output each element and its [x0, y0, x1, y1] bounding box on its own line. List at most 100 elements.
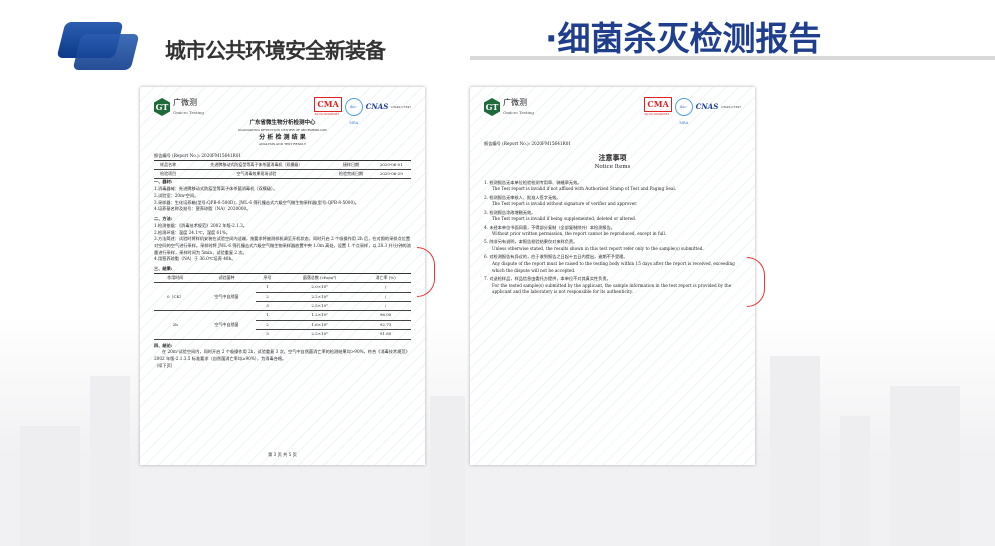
table-cell: 1.6×10²: [278, 320, 361, 331]
item-text-zh: 检测报告涂改增删无效。: [489, 209, 536, 215]
equipment-list: 1.消毒器械：先进脾移动式防疫型等离子体杀菌消毒机（双模级）。 2.试验室：20m…: [154, 186, 411, 213]
list-line: 4.用营养琼脂（NA）于 36.0℃培养 48h。: [154, 256, 236, 262]
item-text-zh: 对送检样品，样品信息由委托方提供，本单位不对其真实性负责。: [489, 276, 611, 282]
cma-number: 2019190000083: [644, 112, 670, 116]
table-cell: /: [360, 292, 411, 303]
lab-name: 广微测: [173, 98, 197, 108]
org-name: 广东省微生物分析检测中心: [249, 120, 316, 126]
table-cell: /: [360, 301, 411, 312]
lab-name-en: Gmicro Testing: [173, 110, 204, 116]
table-cell: 2: [256, 320, 279, 331]
column-header: 作用时间: [154, 273, 197, 284]
item-text-en: Without prior written permission, the re…: [492, 231, 667, 237]
received-label: 接样日期: [330, 160, 372, 171]
table-cell: 3: [256, 301, 279, 312]
red-seal-stamp: [417, 247, 435, 297]
item-number: 5.: [484, 239, 488, 245]
notice-title-en: Notice Items: [594, 163, 631, 170]
report-number: 报告编号 (Report No.): 2020FM15641R01: [154, 153, 411, 161]
table-row: 2h 空气中自然菌 1 1.2×10² 96.00: [154, 310, 411, 340]
results-table: 作用时间 试验菌种 序号 菌落总数 (cfu/m³) 消亡率 (%) 0（CK） 空气中自然…: [154, 273, 411, 340]
item-text-en: Unless otherwise stated, the results sho…: [492, 246, 704, 252]
table-cell: 3: [256, 329, 279, 340]
table-row: 0（CK） 空气中自然菌 1 2.0×10³ /: [154, 282, 411, 312]
list-line: 4.培养基名称及批号：营养琼脂（NA）2020000。: [154, 206, 251, 212]
table-row: 3 2.2×10² 91.85: [154, 329, 411, 340]
ilac-mark-icon: ilac-MRA: [344, 98, 363, 125]
item-number: 4.: [484, 224, 488, 230]
sample-info-table: 样品名称 先进脾移动式防疫型等离子体杀菌消毒机（双模级） 接样日期 2020-06-0…: [154, 160, 411, 180]
sample-value: 先进脾移动式防疫型等离子体杀菌消毒机（双模级）: [182, 160, 331, 171]
org-name-en: GUANGDONG DETECTION CENTER OF MICROBIOLO…: [237, 127, 328, 132]
table-cell: 2.5×10³: [278, 301, 361, 312]
column-header: 菌落总数 (cfu/m³): [278, 273, 361, 284]
item-text-en: Any dispute of the report must be raised…: [492, 261, 735, 273]
table-cell: 2.2×10³: [278, 292, 361, 303]
cma-mark-icon: CMA: [644, 97, 672, 112]
list-line: 3.采样器：生化培养箱(型号:QPB-8-500D)，JWL-6 筛孔撞击式六级…: [154, 199, 359, 205]
section-conclusion: 四、结论:: [154, 342, 173, 348]
continued-note: （续下页）: [154, 362, 175, 368]
item-text-zh: 对检测报告有异议的，应于收到报告之日起十五日内提出，逾期不予受理。: [489, 254, 628, 260]
table-cell: 2: [256, 292, 279, 303]
list-line: 1.检测依据：《消毒技术规范》2002 年版-2.1.3。: [154, 222, 247, 228]
gmicro-logo-icon: GT: [484, 98, 500, 116]
done-label: 检验完成日期: [330, 169, 372, 180]
cnas-mark-icon: CNAS: [695, 102, 719, 112]
strain-cell: 空气中自然菌: [196, 282, 257, 312]
strain-cell: 空气中自然菌: [196, 310, 257, 340]
notice-item: 5. 除非另有说明，本报告检验结果仅对来样负责。 Unless otherwise…: [484, 239, 741, 252]
conclusion-text: 在 20m³试验空间内，同时开启 2 个吸操作用 2h，试验重复 3 次，空气中…: [154, 349, 410, 361]
notice-item: 1. 检测报告无本单位检验检测专用章、骑缝章无效。 The Test report…: [484, 180, 741, 193]
cnas-mark-icon: CNAS: [365, 102, 389, 112]
cnas-number: CNAS L7347: [391, 104, 411, 109]
report-title-en: ANALYSIS AND TEST RESULT: [258, 142, 307, 147]
table-row: 3 2.5×10³ /: [154, 301, 411, 312]
item-number: 6.: [484, 254, 488, 260]
red-seal-stamp: [747, 257, 765, 307]
notice-title: 注意事项: [598, 152, 627, 162]
time-cell: 0（CK）: [154, 282, 197, 312]
table-cell: /: [360, 282, 411, 293]
lab-name: 广微测: [503, 98, 527, 108]
gmicro-logo-icon: GT: [154, 98, 170, 116]
list-line: 3.方法简述：试验时将样机安装在试验空间内适端，按要求将被测样机调至开机状态，同…: [154, 236, 411, 255]
time-cell: 2h: [154, 310, 197, 340]
cma-number: 2019190000083: [314, 112, 340, 116]
notice-page: GT 广微测 Gmicro Testing CMA 2019190000083 ilac…: [470, 87, 765, 465]
table-cell: 91.85: [360, 329, 411, 340]
column-header: 序号: [256, 273, 279, 284]
ilac-mark-icon: ilac-MRA: [674, 98, 693, 125]
section-method: 二、方法:: [154, 216, 173, 222]
page-title: ·细菌杀灭检测报告: [545, 19, 822, 58]
item-text-zh: 检测报告无本单位检验检测专用章、骑缝章无效。: [489, 179, 582, 185]
item-text-zh: 检测报告无审核人、批准人签字无效。: [489, 194, 561, 200]
item-text-en: For the tested sample(s) submitted by th…: [492, 282, 732, 295]
notice-item: 2. 检测报告无审核人、批准人签字无效。 The Test report is i…: [484, 195, 741, 208]
item-number: 2.: [484, 194, 488, 200]
cma-mark-icon: CMA: [314, 97, 342, 112]
table-row: 2 2.2×10³ /: [154, 292, 411, 303]
list-line: 1.消毒器械：先进脾移动式防疫型等离子体杀菌消毒机（双模级）。: [154, 186, 278, 192]
item-text-en: The Test report is invalid if being supp…: [492, 216, 637, 222]
item-text-zh: 除非另有说明，本报告检验结果仅对来样负责。: [489, 239, 578, 245]
column-header: 消亡率 (%): [360, 273, 411, 284]
item-text-zh: 未经本单位书面同意，不得部分复制（全部复制除外）本检测报告。: [489, 224, 615, 230]
item-label: 检验项目: [154, 169, 183, 180]
table-cell: 1.2×10²: [278, 310, 361, 321]
section-results: 三、结果:: [154, 266, 411, 274]
done-value: 2020-06-29: [371, 169, 411, 180]
brand-logo-icon: [55, 22, 150, 72]
notice-list: 1. 检测报告无本单位检验检测专用章、骑缝章无效。 The Test report…: [484, 180, 741, 297]
title-divider: [470, 56, 995, 60]
notice-item: 6. 对检测报告有异议的，应于收到报告之日起十五日内提出，逾期不予受理。 Any …: [484, 254, 741, 274]
table-cell: 1: [256, 310, 279, 321]
notice-item: 4. 未经本单位书面同意，不得部分复制（全部复制除外）本检测报告。 Without…: [484, 225, 741, 238]
table-cell: 1: [256, 282, 279, 293]
item-number: 7.: [484, 276, 488, 282]
sample-label: 样品名称: [154, 160, 183, 171]
column-header: 试验菌种: [196, 273, 257, 284]
lab-name-en: Gmicro Testing: [503, 110, 534, 116]
list-line: 2.检测环境：温度 24.1℃，湿度 61%。: [154, 229, 231, 235]
notice-item: 7. 对送检样品，样品信息由委托方提供，本单位不对其真实性负责。 For the …: [484, 276, 741, 296]
